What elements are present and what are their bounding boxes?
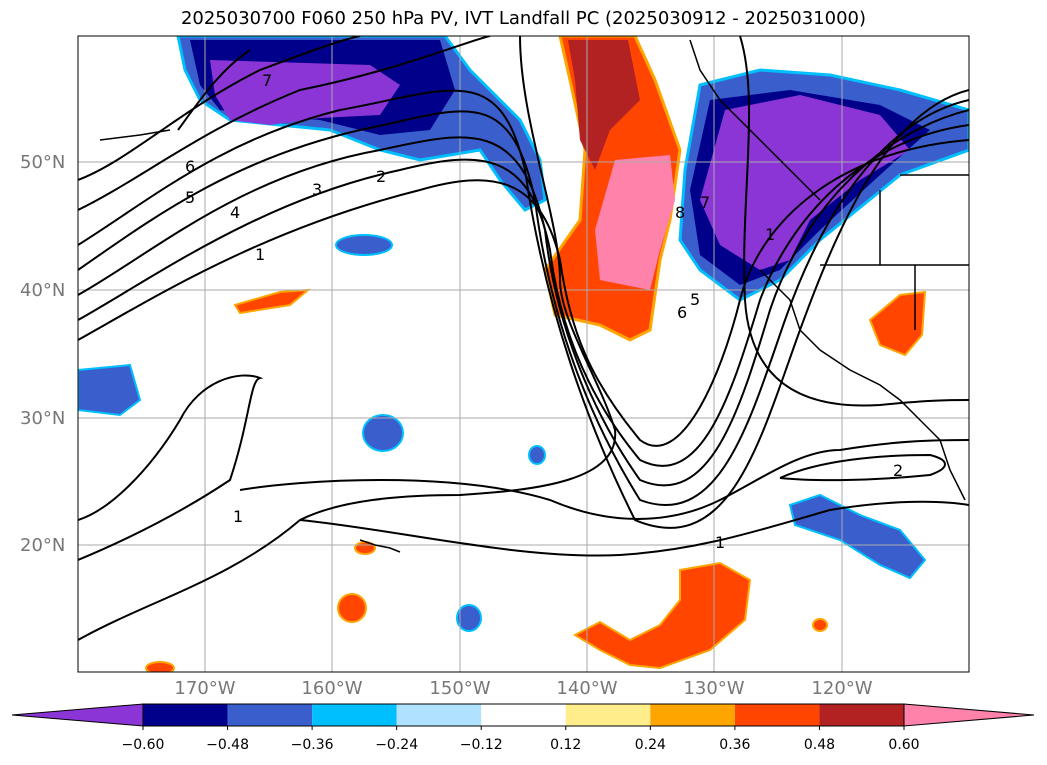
contour-label: 6 [185, 157, 195, 176]
contour-label: 1 [765, 225, 775, 244]
contour-label: 7 [262, 71, 272, 90]
colorbar-frame [142, 703, 905, 727]
contour-label: 2 [893, 461, 903, 480]
map-title: 2025030700 F060 250 hPa PV, IVT Landfall… [180, 8, 867, 29]
lon-label: 120°W [811, 678, 873, 699]
colorbar-tick-label: −0.24 [375, 737, 419, 753]
lat-label: 20°N [20, 535, 66, 556]
colorbar-tick-label: 0.36 [719, 737, 751, 753]
contour-label: 3 [312, 180, 322, 199]
map-frame [77, 35, 970, 673]
colorbar-segment [650, 704, 735, 726]
contour-label: 5 [690, 290, 700, 309]
lon-label: 170°W [174, 678, 236, 699]
colorbar-extend-high [903, 703, 1035, 727]
lat-label: 30°N [20, 408, 66, 429]
contour-label: 8 [675, 203, 685, 222]
positive-anomaly-shading [145, 36, 927, 672]
lon-label: 140°W [556, 678, 618, 699]
colorbar-extend-low [11, 703, 144, 727]
colorbar-tick-label: −0.36 [290, 737, 334, 753]
lon-label: 160°W [301, 678, 363, 699]
lon-label: 150°W [429, 678, 491, 699]
colorbar-segment [481, 704, 566, 726]
colorbar-segment [312, 704, 397, 726]
contour-label: 7 [700, 193, 710, 212]
contour-label: 1 [715, 533, 725, 552]
contour-label: 1 [233, 507, 243, 526]
coastlines [99, 39, 969, 553]
contour-label: 5 [185, 188, 195, 207]
colorbar-segment [565, 704, 651, 726]
colorbar-tick-label: −0.60 [121, 737, 165, 753]
colorbar-tick-label: −0.12 [459, 737, 503, 753]
colorbar-tick-label: 0.24 [634, 737, 666, 753]
lon-label: 130°W [683, 678, 745, 699]
colorbar-segment [143, 704, 228, 726]
contour-label: 1 [255, 245, 265, 264]
colorbar-tick-label: 0.48 [803, 737, 836, 753]
colorbar-segment [819, 704, 904, 726]
contour-label: 6 [677, 303, 687, 322]
contour-label: 4 [230, 203, 240, 222]
lat-label: 50°N [20, 152, 66, 173]
colorbar-segment [396, 704, 482, 726]
colorbar-tick-label: −0.48 [206, 737, 249, 753]
colorbar-tick-label: 0.12 [550, 737, 582, 753]
colorbar-segment [227, 704, 313, 726]
lat-label: 40°N [20, 280, 66, 301]
colorbar-segment [734, 704, 820, 726]
contour-label: 2 [376, 167, 386, 186]
colorbar-tick-label: 0.60 [888, 737, 920, 753]
pv-contours [78, 36, 969, 641]
